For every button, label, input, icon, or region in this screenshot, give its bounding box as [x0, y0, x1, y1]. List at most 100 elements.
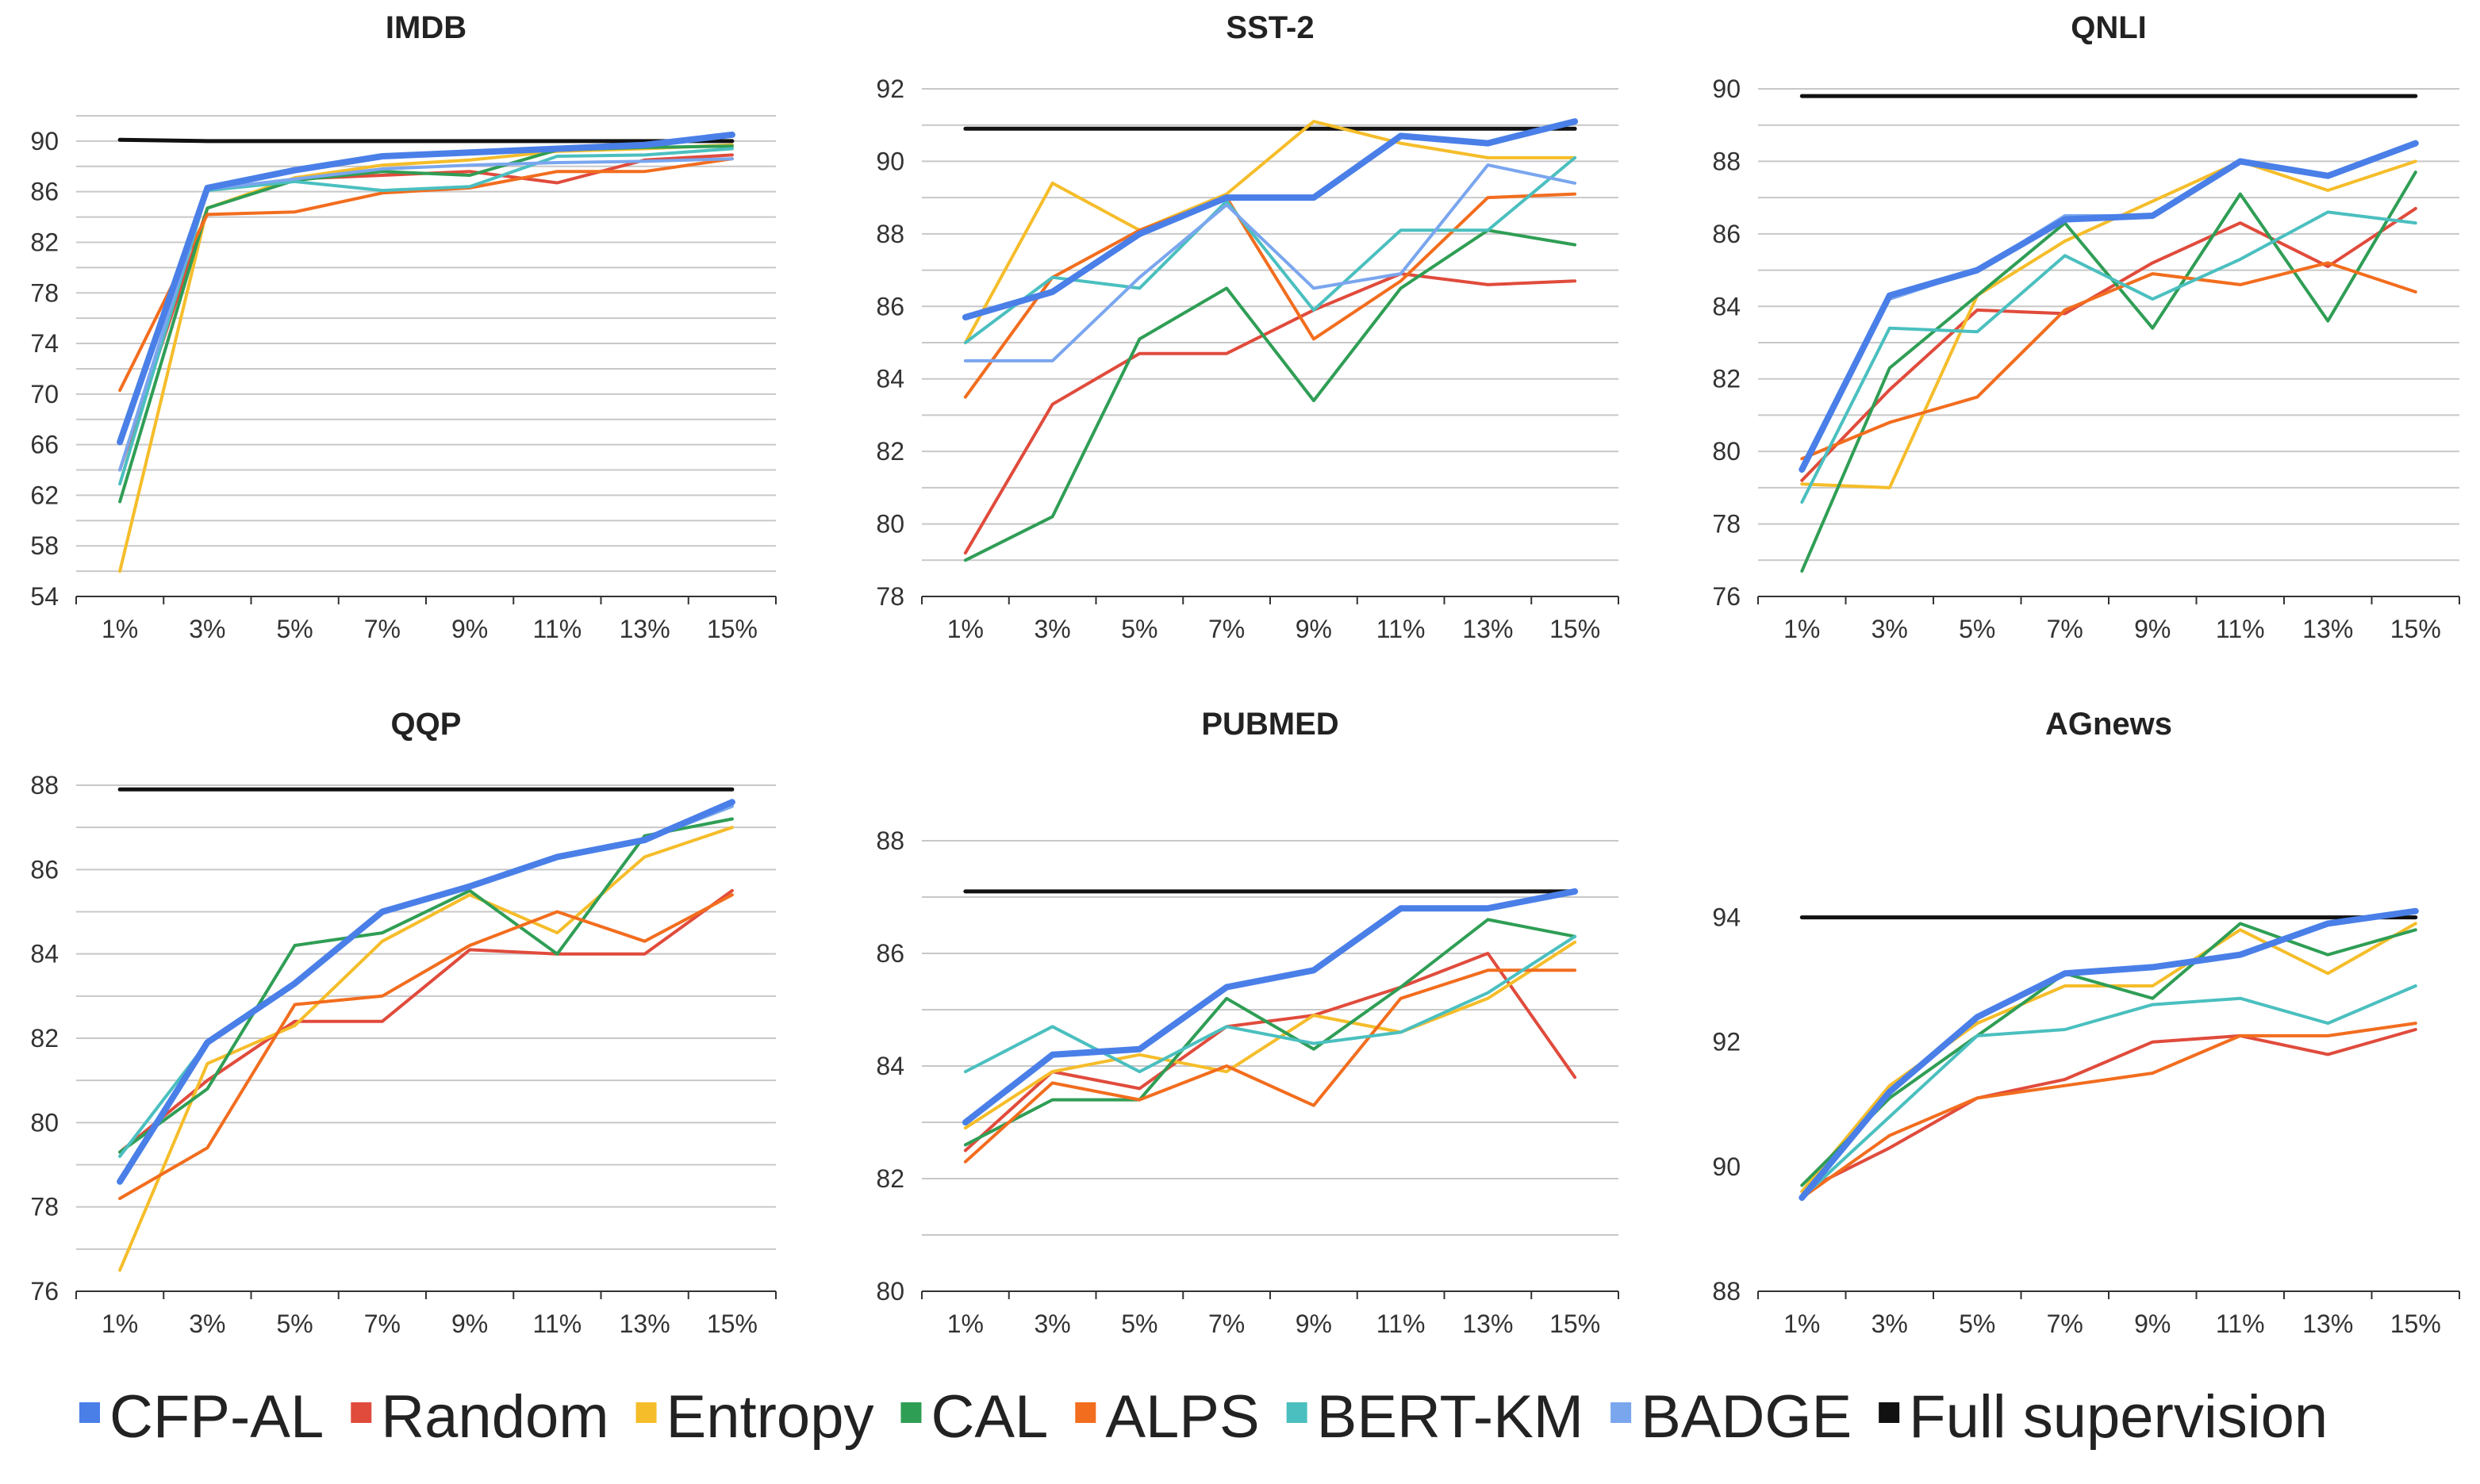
legend-swatch: [1610, 1402, 1632, 1423]
y-tick-label: 88: [1712, 147, 1741, 175]
y-tick-label: 84: [876, 365, 904, 393]
series-line-random: [118, 888, 734, 1154]
x-tick-label: 9%: [1296, 615, 1332, 643]
series-line-cal: [118, 817, 734, 1154]
y-tick-label: 78: [876, 582, 904, 611]
series-line-entropy: [963, 120, 1577, 344]
y-tick-label: 76: [1712, 582, 1741, 611]
x-tick-label: 9%: [2134, 615, 2171, 643]
x-tick-label: 1%: [1783, 615, 1820, 643]
series-line-cfp-al: [962, 888, 1579, 1125]
series-line-bert-km: [963, 934, 1577, 1074]
y-tick-label: 80: [1712, 437, 1741, 466]
x-tick-label: 7%: [2047, 1310, 2083, 1338]
y-tick-label: 54: [30, 582, 59, 611]
y-tick-label: 88: [876, 220, 904, 248]
y-tick-label: 86: [30, 855, 59, 884]
series-line-cfp-al: [117, 131, 735, 446]
chart-imdb: IMDB 54 58 62 66 70 74 78 82 86 90 1% 3% 5% 7% 9% 11% 13%…: [30, 10, 777, 643]
x-tick-label: 15%: [2390, 1310, 2441, 1338]
legend-label: Full supervision: [1909, 1383, 2328, 1451]
x-tick-label: 13%: [1462, 615, 1513, 643]
x-tick-label: 3%: [1872, 1310, 1908, 1338]
y-tick-label: 84: [1712, 292, 1741, 320]
series-line-random: [963, 272, 1577, 555]
y-tick-label: 82: [876, 1164, 904, 1193]
series-line-alps: [118, 157, 734, 393]
x-tick-label: 3%: [1035, 615, 1071, 643]
series-line-badge: [963, 163, 1577, 362]
y-tick-label: 90: [1712, 1152, 1741, 1181]
legend-label: ALPS: [1105, 1383, 1259, 1451]
series-line-cfp-al: [1799, 140, 2419, 473]
x-tick-label: 11%: [2216, 1310, 2265, 1338]
x-tick-label: 7%: [2047, 615, 2083, 643]
chart-title: SST-2: [1226, 10, 1314, 45]
x-tick-label: 13%: [1462, 1310, 1513, 1338]
y-tick-label: 78: [30, 278, 59, 307]
x-tick-label: 15%: [707, 1310, 758, 1338]
x-tick-label: 1%: [102, 615, 138, 643]
series-line-random: [963, 952, 1577, 1152]
x-tick-label: 5%: [277, 1310, 313, 1338]
y-tick-label: 92: [876, 75, 904, 103]
legend-swatch: [1075, 1402, 1096, 1423]
y-tick-label: 62: [30, 481, 59, 509]
x-tick-label: 13%: [2302, 615, 2353, 643]
x-tick-label: 15%: [1549, 615, 1600, 643]
x-tick-label: 5%: [1121, 615, 1157, 643]
chart-agnews: AGnews 88 90 92 94 1% 3% 5% 7% 9% 11% 13% 15%: [1712, 707, 2460, 1338]
legend-item-badge: BADGE: [1610, 1383, 1852, 1451]
y-tick-label: 58: [30, 531, 59, 560]
x-tick-label: 1%: [102, 1310, 138, 1338]
series-line-random: [118, 153, 734, 472]
x-tick-label: 3%: [1872, 615, 1908, 643]
series-line-cal: [1800, 922, 2417, 1187]
x-tick-label: 7%: [1208, 1310, 1245, 1338]
y-tick-label: 80: [876, 1277, 904, 1306]
x-tick-label: 13%: [620, 615, 670, 643]
x-tick-label: 5%: [277, 615, 313, 643]
x-tick-label: 11%: [533, 615, 582, 643]
y-tick-label: 82: [30, 1024, 59, 1053]
series-line-random: [1800, 1028, 2417, 1194]
series-line-cal: [963, 918, 1577, 1147]
y-tick-label: 80: [876, 510, 904, 539]
chart-sst-2: SST-2 78 80 82 84 86 88 90 92 1% 3% 5% 7% 9% 11% 13% 15%: [876, 10, 1619, 643]
y-tick-label: 82: [30, 228, 59, 256]
x-tick-label: 15%: [2390, 615, 2441, 643]
legend: CFP-AL Random Entropy CAL ALPS BERT-KM BADGE Fu…: [79, 1383, 2328, 1451]
x-tick-label: 5%: [1121, 1310, 1157, 1338]
y-tick-label: 84: [876, 1052, 904, 1080]
series-line-alps: [963, 192, 1577, 399]
x-tick-label: 11%: [1376, 1310, 1426, 1338]
x-tick-label: 5%: [1959, 1310, 1995, 1338]
x-tick-label: 1%: [947, 1310, 984, 1338]
series-line-entropy: [118, 143, 734, 573]
series-line-badge: [963, 889, 1577, 1124]
series-line-bert-km: [118, 147, 734, 486]
chart-title: PUBMED: [1201, 707, 1338, 742]
y-tick-label: 82: [1712, 365, 1741, 393]
y-tick-label: 80: [30, 1108, 59, 1137]
y-tick-label: 78: [1712, 510, 1741, 539]
chart-qnli: QNLI 76 78 80 82 84 86 88 90 1% 3% 5% 7% 9% 11% 13% 15%: [1712, 10, 2460, 643]
chart-title: IMDB: [386, 10, 466, 45]
x-tick-label: 13%: [2302, 1310, 2353, 1338]
x-tick-label: 3%: [189, 615, 225, 643]
series-line-alps: [1800, 1022, 2417, 1200]
legend-label: BADGE: [1641, 1383, 1852, 1451]
y-tick-label: 90: [30, 127, 59, 155]
y-tick-label: 66: [30, 431, 59, 459]
x-tick-label: 9%: [1296, 1310, 1332, 1338]
chart-title: AGnews: [2045, 707, 2172, 742]
y-tick-label: 84: [30, 940, 59, 968]
series-line-bert-km: [1800, 210, 2417, 504]
x-tick-label: 9%: [2134, 1310, 2171, 1338]
y-tick-label: 88: [30, 771, 59, 800]
y-tick-label: 88: [876, 826, 904, 855]
series-line-alps: [118, 893, 734, 1200]
legend-label: CAL: [931, 1383, 1048, 1451]
series-line-alps: [1800, 261, 2417, 461]
legend-label: Random: [381, 1383, 608, 1451]
